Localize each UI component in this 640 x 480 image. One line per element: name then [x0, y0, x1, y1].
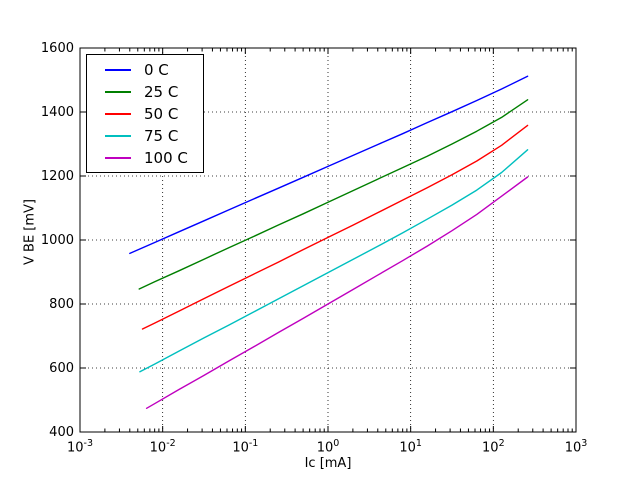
curve-75-c: [139, 149, 529, 373]
x-tick-label: 103: [564, 438, 588, 456]
axes-frame: [79, 47, 577, 433]
y-tick-label: 1400: [40, 105, 74, 120]
y-tick-label: 1600: [40, 41, 74, 56]
legend-line-sample: [105, 157, 131, 159]
legend-line-sample: [105, 113, 131, 115]
x-axis-title: Ic [mA]: [304, 456, 352, 471]
legend-label: 75 C: [144, 127, 179, 145]
curve-0-c: [129, 75, 529, 255]
y-tick-label: 1200: [40, 169, 74, 184]
legend-line-sample: [105, 135, 131, 137]
tick-marks: [79, 47, 577, 433]
curve-50-c: [141, 124, 529, 330]
legend-label: 0 C: [144, 61, 169, 79]
legend-label: 25 C: [144, 83, 179, 101]
y-tick-label: 1000: [40, 233, 74, 248]
curve-100-c: [145, 176, 529, 409]
x-tick-label: 101: [399, 438, 422, 456]
legend-entry: 100 C: [87, 147, 203, 169]
x-tick-label: 100: [316, 438, 340, 456]
y-tick-label: 400: [49, 425, 74, 440]
legend-entry: 0 C: [87, 59, 203, 81]
legend-entry: 75 C: [87, 125, 203, 147]
x-tick-label: 10-1: [232, 438, 259, 456]
legend: 0 C 25 C 50 C 75 C 100 C: [86, 54, 204, 173]
x-tick-label: 10-3: [66, 438, 94, 456]
legend-entry: 50 C: [87, 103, 203, 125]
y-tick-label: 800: [49, 297, 74, 312]
legend-entry: 25 C: [87, 81, 203, 103]
x-tick-label: 102: [482, 438, 505, 456]
legend-label: 50 C: [144, 105, 179, 123]
legend-line-sample: [105, 69, 131, 71]
curve-25-c: [138, 99, 529, 290]
y-tick-label: 600: [49, 361, 74, 376]
x-tick-label: 10-2: [149, 438, 176, 456]
y-axis-title: V BE [mV]: [22, 199, 38, 265]
legend-line-sample: [105, 91, 131, 93]
legend-label: 100 C: [144, 149, 188, 167]
